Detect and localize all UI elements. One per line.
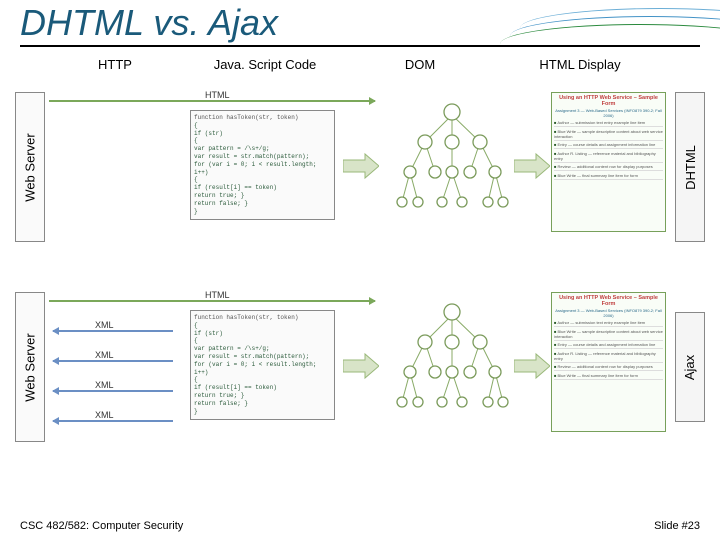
dhtml-label: DHTML bbox=[675, 92, 705, 242]
xml-label-3: XML bbox=[95, 380, 114, 390]
xml-arrow-1 bbox=[53, 330, 173, 332]
html-flow-arrow bbox=[49, 100, 375, 102]
html-arrow-label: HTML bbox=[205, 90, 230, 100]
decoration-waves bbox=[520, 0, 720, 55]
footer-left: CSC 482/582: Computer Security bbox=[20, 520, 183, 532]
row-ajax: Web Server HTML XML XML XML XML function… bbox=[15, 282, 705, 462]
web-server-label-2: Web Server bbox=[15, 292, 45, 442]
xml-label-2: XML bbox=[95, 350, 114, 360]
xml-arrow-2 bbox=[53, 360, 173, 362]
block-arrow-3 bbox=[343, 352, 379, 380]
col-js: Java. Script Code bbox=[180, 57, 350, 72]
footer-right: Slide #23 bbox=[654, 520, 700, 532]
footer: CSC 482/582: Computer Security Slide #23 bbox=[20, 520, 700, 532]
xml-label-4: XML bbox=[95, 410, 114, 420]
col-display: HTML Display bbox=[490, 57, 670, 72]
diagram-body: Web Server HTML function hasToken(str, t… bbox=[0, 77, 720, 477]
block-arrow-1 bbox=[343, 152, 379, 180]
xml-arrow-4 bbox=[53, 420, 173, 422]
col-dom: DOM bbox=[350, 57, 490, 72]
dom-tree-2 bbox=[390, 297, 515, 427]
xml-label-1: XML bbox=[95, 320, 114, 330]
js-code-box: function hasToken(str, token) { if (str)… bbox=[190, 110, 335, 220]
col-http: HTTP bbox=[50, 57, 180, 72]
dom-tree bbox=[390, 97, 515, 227]
xml-arrow-3 bbox=[53, 390, 173, 392]
html-flow-arrow-2 bbox=[49, 300, 375, 302]
js-code-box-2: function hasToken(str, token) { if (str)… bbox=[190, 310, 335, 420]
html-arrow-label-2: HTML bbox=[205, 290, 230, 300]
html-display-box: Using an HTTP Web Service – Sample Form … bbox=[551, 92, 666, 232]
html-display-box-2: Using an HTTP Web Service – Sample Form … bbox=[551, 292, 666, 432]
block-arrow-2 bbox=[514, 152, 550, 180]
row-dhtml: Web Server HTML function hasToken(str, t… bbox=[15, 82, 705, 262]
web-server-label: Web Server bbox=[15, 92, 45, 242]
block-arrow-4 bbox=[514, 352, 550, 380]
ajax-label: Ajax bbox=[675, 312, 705, 422]
